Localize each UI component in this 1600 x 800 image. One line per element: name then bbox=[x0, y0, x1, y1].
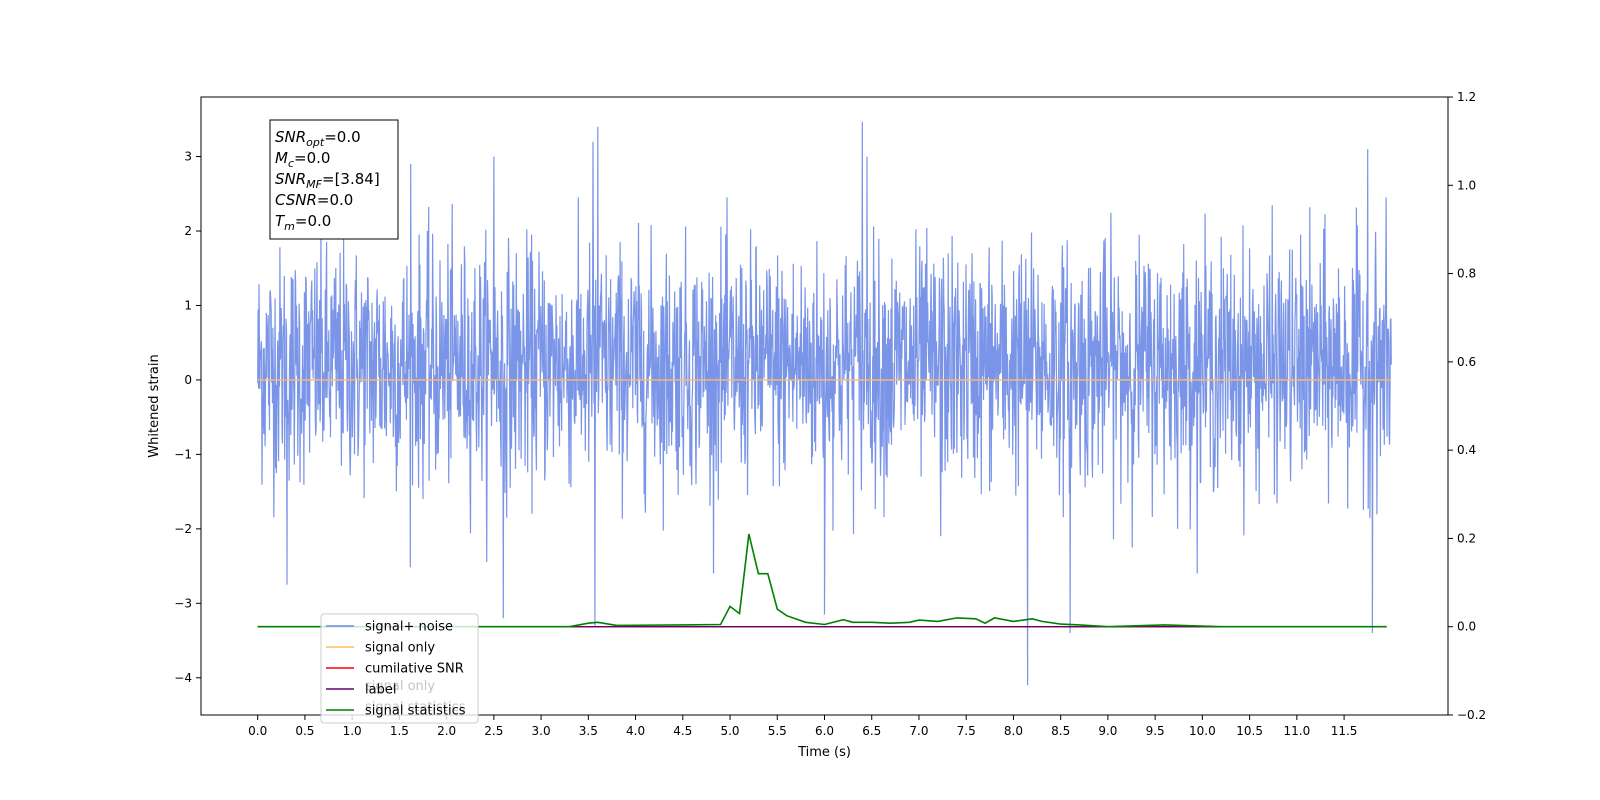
x-tick-label: 9.0 bbox=[1098, 724, 1117, 738]
x-tick-label: 4.5 bbox=[673, 724, 692, 738]
x-tick-label: 2.0 bbox=[437, 724, 456, 738]
x-tick-label: 5.5 bbox=[768, 724, 787, 738]
y-left-tick-label: 1 bbox=[184, 298, 192, 312]
legend-ghost-text: signal statistics bbox=[365, 700, 466, 715]
noise-layer bbox=[257, 121, 1392, 686]
x-tick-label: 3.0 bbox=[532, 724, 551, 738]
x-tick-label: 7.5 bbox=[957, 724, 976, 738]
series-signal-statistics-line bbox=[257, 533, 1387, 628]
x-tick-label: 11.5 bbox=[1331, 724, 1358, 738]
y-right-tick-label: 0.2 bbox=[1457, 531, 1476, 545]
y-right-tick-label: 1.0 bbox=[1457, 178, 1476, 192]
x-tick-label: 6.0 bbox=[815, 724, 834, 738]
legend-entry-label: label bbox=[365, 683, 396, 698]
x-tick-label: 1.5 bbox=[390, 724, 409, 738]
y-left-tick-label: 2 bbox=[184, 224, 192, 238]
y-right-tick-label: −0.2 bbox=[1457, 708, 1486, 722]
series-signal-noise-line bbox=[257, 121, 1392, 686]
x-tick-label: 0.0 bbox=[248, 724, 267, 738]
x-tick-label: 5.0 bbox=[720, 724, 739, 738]
y-left-tick-label: −1 bbox=[174, 447, 192, 461]
x-tick-label: 1.0 bbox=[343, 724, 362, 738]
x-tick-label: 9.5 bbox=[1146, 724, 1165, 738]
x-tick-label: 11.0 bbox=[1283, 724, 1310, 738]
x-tick-label: 6.5 bbox=[862, 724, 881, 738]
y-left-tick-label: 0 bbox=[184, 373, 192, 387]
x-tick-label: 4.0 bbox=[626, 724, 645, 738]
y-left-tick-label: −3 bbox=[174, 596, 192, 610]
x-tick-label: 10.0 bbox=[1189, 724, 1216, 738]
y-right-tick-label: 0.4 bbox=[1457, 443, 1476, 457]
y-left-tick-label: −4 bbox=[174, 671, 192, 685]
y-axis-label: Whitened strain bbox=[147, 354, 162, 457]
y-right-tick-label: 1.2 bbox=[1457, 90, 1476, 104]
y-left-tick-label: −2 bbox=[174, 522, 192, 536]
y-left-tick-label: 3 bbox=[184, 150, 192, 164]
annotation-line: SNRopt=0.0 bbox=[275, 128, 361, 149]
x-tick-label: 3.5 bbox=[579, 724, 598, 738]
annotation-line: Tm=0.0 bbox=[275, 212, 331, 233]
annotation-line: SNRMF=[3.84] bbox=[275, 170, 380, 191]
x-tick-label: 2.5 bbox=[484, 724, 503, 738]
x-axis: 0.0 0.5 1.0 1.5 2.0 2.5 3.0 3.5 4.0 4.5 5.0 5.5 6.0 6… bbox=[248, 715, 1357, 738]
y-right-tick-label: 0.6 bbox=[1457, 355, 1476, 369]
y-right-tick-label: 0.0 bbox=[1457, 620, 1476, 634]
y-axis-right: −0.2 0.0 0.2 0.4 0.6 0.8 1.0 1.2 bbox=[1448, 90, 1486, 722]
annotation-line: CSNR=0.0 bbox=[275, 191, 353, 209]
legend-frame bbox=[320, 613, 479, 724]
y-right-tick-label: 0.8 bbox=[1457, 267, 1476, 281]
x-tick-label: 0.5 bbox=[295, 724, 314, 738]
legend: signal only signal statistics signal+ nois… bbox=[320, 613, 479, 724]
x-tick-label: 8.0 bbox=[1004, 724, 1023, 738]
x-tick-label: 7.0 bbox=[909, 724, 928, 738]
legend-ghost-text: signal only bbox=[365, 679, 435, 694]
annotation-line: Mc=0.0 bbox=[275, 149, 330, 170]
y-axis-left: −4 −3 −2 −1 0 1 2 3 bbox=[174, 150, 201, 685]
annotation-frame bbox=[269, 119, 399, 240]
legend-entry-label: cumilative SNR bbox=[365, 662, 464, 677]
legend-entry-label: signal only bbox=[365, 641, 435, 656]
legend-entry-label: signal+ noise bbox=[365, 620, 453, 635]
plot-area bbox=[200, 96, 1449, 716]
x-tick-label: 10.5 bbox=[1236, 724, 1263, 738]
legend-entry-label: signal statistics bbox=[365, 704, 466, 719]
x-tick-label: 8.5 bbox=[1051, 724, 1070, 738]
x-axis-label: Time (s) bbox=[797, 745, 851, 760]
